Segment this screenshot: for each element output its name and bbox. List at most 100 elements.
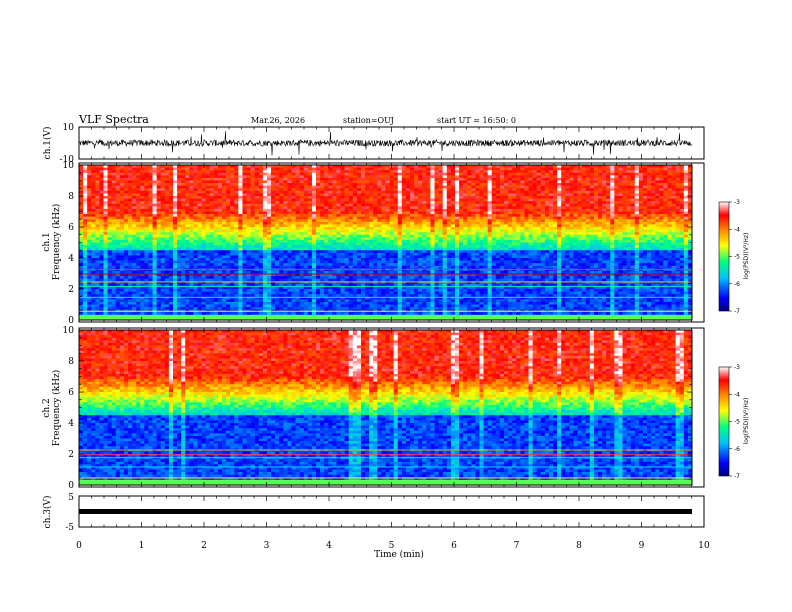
spectrogram-cell [340,276,345,279]
spectrogram-cell [287,185,292,189]
spectrogram-cell [377,206,382,210]
spectrogram-cell [250,273,256,277]
spectrogram-cell [128,260,133,264]
spectrogram-cell [156,314,162,318]
spectrogram-cell [385,219,390,223]
spectrogram-cell [209,203,215,207]
spectrogram-cell [193,245,198,248]
spectrogram-cell [226,276,231,279]
spectrogram-cell [266,177,272,181]
spectrogram-cell [397,260,403,264]
spectrogram-cell [287,211,292,215]
spectrogram-cell [111,172,117,176]
spectrogram-cell [144,196,149,199]
spectrogram-cell [250,250,256,254]
spectrogram-cell [83,201,88,205]
spectrogram-cell [328,286,333,290]
spectrogram-cell [164,170,170,174]
spectrogram-cell [230,183,235,186]
spectrogram-cell [303,196,309,199]
spectrogram-cell [295,239,300,243]
spectrogram-cell [168,211,174,215]
spectrogram-cell [213,296,219,300]
spectrogram-cell [266,265,272,269]
spectrogram-cell [99,265,104,269]
spectrogram-cell [136,301,141,305]
spectrogram-cell [132,203,137,207]
spectrogram-cell [103,247,108,251]
spectrogram-cell [226,177,231,181]
spectrogram-cell [336,265,341,269]
spectrogram-cell [258,227,264,230]
spectrogram-cell [136,177,141,181]
spectrogram-cell [238,237,243,241]
spectrogram-cell [99,273,104,277]
spectrogram-cell [320,260,325,264]
spectrogram-cell [115,229,121,233]
spectrogram-cell [266,278,272,282]
spectrogram-cell [365,278,370,282]
spectrogram-cell [91,211,96,215]
spectrogram-cell [328,172,333,176]
spectrogram-cell [111,314,117,318]
spectrogram-cell [144,245,149,248]
spectrogram-cell [217,227,223,230]
spectrogram-cell [262,219,268,223]
spectrogram-cell [340,177,345,181]
spectrogram-cell [287,198,292,202]
spectrogram-cell [365,227,370,230]
spectrogram-cell [320,270,325,274]
spectrogram-cell [136,188,141,192]
spectrogram-cell [271,175,276,179]
spectrogram-cell [123,232,129,236]
spectrogram-cell [262,242,268,246]
spectrogram-cell [316,239,321,243]
spectrogram-cell [283,196,288,199]
spectrogram-cell [156,208,162,212]
spectrogram-cell [360,227,366,230]
spectrogram-cell [275,283,280,287]
spectrogram-cell [373,304,378,308]
spectrogram-cell [111,214,117,217]
spectrogram-cell [344,170,350,174]
spectrogram-cell [381,250,386,254]
spectrogram-cell [226,260,231,264]
spectrogram-cell [177,221,182,225]
spectrogram-cell [246,203,251,207]
spectrogram-cell [181,307,186,310]
spectrogram-cell [91,203,96,207]
spectrogram-cell [303,208,309,212]
spectrogram-cell [217,183,223,186]
spectrogram-cell [258,296,264,300]
spectrogram-cell [87,265,92,269]
spectrogram-cell [79,193,84,197]
spectrogram-cell [168,219,174,223]
spectrogram-cell [87,296,92,300]
spectrogram-cell [156,258,162,261]
spectrogram-cell [377,312,382,316]
spectrogram-cell [303,234,309,238]
spectrogram-cell [132,234,137,238]
spectrogram-cell [222,281,227,285]
spectrogram-cell [393,307,399,310]
spectrogram-cell [205,281,211,285]
spectrogram-cell [123,299,129,303]
spectrogram-cell [254,229,260,233]
spectrogram-cell [352,299,358,303]
spectrogram-cell [258,203,264,207]
spectrogram-cell [193,263,198,267]
spectrogram-cell [283,252,288,256]
spectrogram-cell [365,296,370,300]
spectrogram-cell [209,206,215,210]
spectrogram-cell [242,206,247,210]
spectrogram-cell [348,172,354,176]
spectrogram-cell [152,314,157,318]
spectrogram-cell [226,317,231,321]
spectrogram-cell [140,252,145,256]
spectrogram-cell [365,211,370,215]
spectrogram-cell [205,237,211,241]
spectrogram-cell [246,229,251,233]
spectrogram-cell [324,317,329,321]
spectrogram-cell [136,286,141,290]
spectrogram-cell [373,245,378,248]
